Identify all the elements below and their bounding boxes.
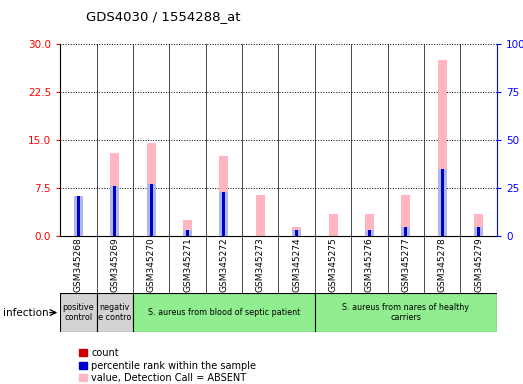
Bar bbox=[295, 230, 298, 236]
Bar bbox=[146, 143, 156, 236]
Bar bbox=[186, 230, 189, 236]
Text: GSM345276: GSM345276 bbox=[365, 237, 374, 292]
Bar bbox=[292, 227, 301, 236]
Bar bbox=[110, 153, 119, 236]
Bar bbox=[74, 201, 83, 236]
Text: negativ
e contro: negativ e contro bbox=[98, 303, 131, 322]
Bar bbox=[292, 230, 301, 236]
Text: GSM345277: GSM345277 bbox=[401, 237, 411, 292]
Text: S. aureus from blood of septic patient: S. aureus from blood of septic patient bbox=[148, 308, 300, 317]
Bar bbox=[74, 196, 83, 236]
Bar bbox=[328, 214, 338, 236]
Text: GSM345270: GSM345270 bbox=[146, 237, 156, 292]
Bar bbox=[438, 169, 447, 236]
Bar bbox=[441, 169, 444, 236]
Bar bbox=[474, 214, 483, 236]
Bar bbox=[256, 195, 265, 236]
Bar bbox=[150, 184, 153, 236]
Text: GSM345271: GSM345271 bbox=[183, 237, 192, 292]
Bar bbox=[60, 293, 97, 332]
Text: GSM345269: GSM345269 bbox=[110, 237, 119, 292]
Bar bbox=[404, 227, 407, 236]
Text: GSM345275: GSM345275 bbox=[328, 237, 337, 292]
Text: S. aureus from nares of healthy
carriers: S. aureus from nares of healthy carriers bbox=[343, 303, 469, 322]
Bar bbox=[133, 293, 315, 332]
Bar bbox=[97, 293, 133, 332]
Text: GDS4030 / 1554288_at: GDS4030 / 1554288_at bbox=[86, 10, 241, 23]
Bar bbox=[146, 184, 156, 236]
Bar bbox=[438, 60, 447, 236]
Text: infection: infection bbox=[3, 308, 48, 318]
Bar bbox=[368, 230, 371, 236]
Bar bbox=[183, 230, 192, 236]
Bar bbox=[365, 214, 374, 236]
Text: GSM345272: GSM345272 bbox=[220, 237, 229, 292]
Bar bbox=[401, 195, 411, 236]
Bar bbox=[219, 192, 229, 236]
Bar bbox=[110, 186, 119, 236]
Text: positive
control: positive control bbox=[63, 303, 94, 322]
Bar bbox=[222, 192, 225, 236]
Bar bbox=[219, 156, 229, 236]
Bar bbox=[113, 186, 116, 236]
Legend: count, percentile rank within the sample, value, Detection Call = ABSENT, rank, : count, percentile rank within the sample… bbox=[75, 344, 260, 384]
Bar bbox=[77, 196, 80, 236]
Bar bbox=[365, 230, 374, 236]
Text: GSM345278: GSM345278 bbox=[438, 237, 447, 292]
Bar bbox=[477, 227, 480, 236]
Text: GSM345268: GSM345268 bbox=[74, 237, 83, 292]
Bar bbox=[183, 220, 192, 236]
Text: GSM345274: GSM345274 bbox=[292, 237, 301, 292]
Bar bbox=[401, 227, 411, 236]
Bar bbox=[315, 293, 497, 332]
Text: GSM345273: GSM345273 bbox=[256, 237, 265, 292]
Text: GSM345279: GSM345279 bbox=[474, 237, 483, 292]
Bar bbox=[474, 227, 483, 236]
